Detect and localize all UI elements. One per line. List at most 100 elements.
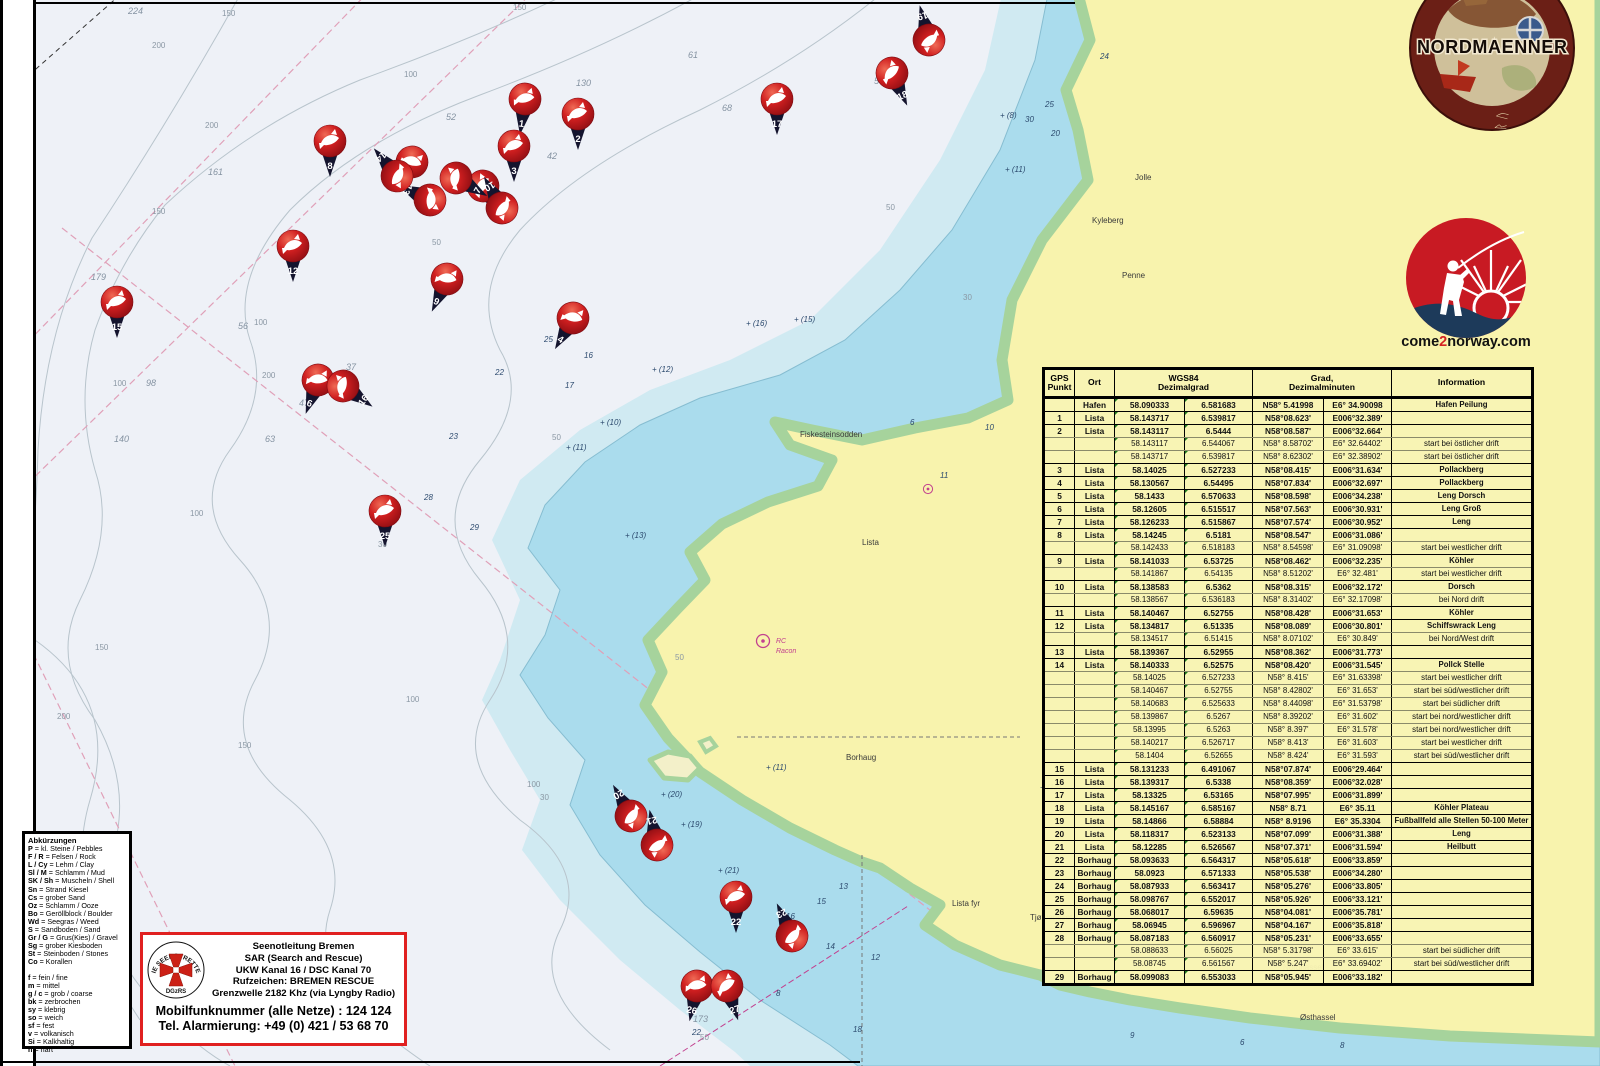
cell-p (1045, 711, 1075, 723)
svg-text:Borhaug: Borhaug (846, 753, 876, 762)
cell-info (1392, 932, 1531, 944)
cell-info: start bei westlicher drift (1421, 673, 1502, 682)
svg-text:7: 7 (472, 186, 484, 196)
svg-text:100: 100 (254, 318, 268, 327)
sar-line: SAR (Search and Rescue) (244, 952, 363, 964)
cell-d1: 58.134817 (1115, 620, 1185, 632)
cell-g1: N58° 8.9196 (1253, 815, 1324, 827)
svg-text:16: 16 (356, 393, 371, 408)
cell-d1: 58.088633 (1115, 945, 1185, 957)
cell-d2: 6.527233 (1185, 464, 1253, 476)
svg-text:27: 27 (728, 1003, 741, 1017)
cell-g2: E6° 35.11 (1324, 802, 1392, 814)
cell-info: Dorsch (1448, 582, 1475, 591)
legend-item: g / c = grob / coarse (28, 988, 93, 998)
svg-text:20: 20 (611, 787, 626, 802)
cell-d2: 6.526567 (1185, 841, 1253, 853)
cell-d1: 58.140467 (1115, 607, 1185, 619)
cell-d1: 58.14866 (1115, 815, 1185, 827)
cell-info: Pollck Stelle (1438, 660, 1485, 669)
gps-table-row: 12 Lista 58.134817 6.51335 N58°08.089' E006°3… (1045, 619, 1531, 632)
svg-text:224: 224 (127, 6, 143, 16)
svg-text:50: 50 (552, 433, 561, 442)
gps-table-row: 58.141867 6.54135 N58° 8.51202' E6° 32.481'… (1045, 567, 1531, 580)
cell-ort: Borhaug (1075, 880, 1115, 892)
gps-table-row: 58.143717 6.539817 N58° 8.62302' E6° 32.389… (1045, 450, 1531, 463)
cell-p: 15 (1045, 763, 1075, 775)
svg-text:22: 22 (691, 1028, 701, 1037)
cell-g1: N58° 8.415' (1253, 672, 1324, 684)
gps-table-row: 6 Lista 58.12605 6.515517 N58°07.563' E006°30… (1045, 502, 1531, 515)
cell-ort: Lista (1075, 841, 1115, 853)
cell-info: Leng (1452, 517, 1471, 526)
svg-text:25: 25 (380, 531, 391, 542)
cell-d1: 58.087183 (1115, 932, 1185, 944)
cell-p: 28 (1045, 932, 1075, 944)
cell-g2: E6° 32.64402' (1324, 438, 1392, 450)
svg-text:+ (15): + (15) (794, 315, 815, 324)
leading-line (659, 905, 909, 1066)
cell-g1: N58° 8.71 (1253, 802, 1324, 814)
cell-ort (1075, 737, 1115, 749)
islet (697, 735, 719, 755)
cell-g2: E006°30.931' (1324, 503, 1392, 515)
cell-d2: 6.563417 (1185, 880, 1253, 892)
cell-g2: E006°31.545' (1324, 659, 1392, 671)
cell-g2: E6° 31.603' (1324, 737, 1392, 749)
cell-g2: E006°33.655' (1324, 932, 1392, 944)
cell-p: 7 (1045, 516, 1075, 528)
gps-table-row: 9 Lista 58.141033 6.53725 N58°08.462' E006°32… (1045, 554, 1531, 567)
svg-text:23: 23 (774, 906, 788, 920)
cell-g2: E6° 32.17098' (1324, 594, 1392, 606)
svg-text:Jolle: Jolle (1135, 173, 1152, 182)
fishing-spot-marker: 17 (760, 82, 794, 135)
abbreviations-legend: Abkürzungen P = kl. Steine / Pebbles F / … (22, 831, 132, 1054)
cell-info: Leng (1452, 829, 1471, 838)
svg-text:6: 6 (910, 418, 915, 427)
cell-g2: E006°31.086' (1324, 529, 1392, 541)
svg-text:9: 9 (1130, 1031, 1135, 1040)
gps-table-row: 29 Borhaug 58.099083 6.553033 N58°05.945' E00… (1045, 970, 1531, 983)
svg-text:17: 17 (772, 119, 783, 130)
cell-d1: 58.068017 (1115, 906, 1185, 918)
cell-d2: 6.59635 (1185, 906, 1253, 918)
svg-text:63: 63 (265, 434, 275, 444)
gps-table-row: 5 Lista 58.1433 6.570633 N58°08.598' E006°34.… (1045, 489, 1531, 502)
cell-d2: 6.52575 (1185, 659, 1253, 671)
cell-d2: 6.54135 (1185, 568, 1253, 580)
cell-d1: 58.140683 (1115, 698, 1185, 710)
svg-text:14: 14 (826, 942, 835, 951)
svg-text:10: 10 (985, 423, 994, 432)
cell-info: start bei nord/westlicher drift (1412, 725, 1511, 734)
legend-item: Si = Kalkhaltig (28, 1037, 75, 1047)
cell-d2: 6.585167 (1185, 802, 1253, 814)
gps-table-row: 23 Borhaug 58.0923 6.571333 N58°05.538' E006°… (1045, 866, 1531, 879)
cell-ort: Lista (1075, 516, 1115, 528)
svg-text:150: 150 (238, 741, 252, 750)
chart-border-left-outer (0, 0, 3, 1066)
cell-g1: N58°05.276' (1253, 880, 1324, 892)
sar-line: Rufzeichen: BREMEN RESCUE (232, 976, 375, 988)
legend-item: sy = klebrig (28, 1004, 66, 1014)
svg-text:23: 23 (448, 432, 458, 441)
cell-g2: E006°31.653' (1324, 607, 1392, 619)
cell-d2: 6.515867 (1185, 516, 1253, 528)
cell-ort: Borhaug (1075, 971, 1115, 983)
svg-text:200: 200 (152, 41, 166, 50)
svg-text:50: 50 (886, 203, 895, 212)
gps-table-row: 58.138567 6.536183 N58° 8.31402' E6° 32.170… (1045, 593, 1531, 606)
viking-ship-icon (1440, 74, 1476, 92)
cell-d2: 6.564317 (1185, 854, 1253, 866)
svg-text:68: 68 (722, 103, 732, 113)
cell-d2: 6.570633 (1185, 490, 1253, 502)
cell-d1: 58.087933 (1115, 880, 1185, 892)
gps-table-row: 20 Lista 58.118317 6.523133 N58°07.099' E006°… (1045, 827, 1531, 840)
graticule-lines (737, 736, 1020, 1066)
sar-line: UKW Kanal 16 / DSC Kanal 70 (235, 964, 372, 976)
cell-g2: E6° 31.602' (1324, 711, 1392, 723)
svg-text:24: 24 (1099, 52, 1109, 61)
cell-info: Köhler (1449, 556, 1474, 565)
cell-d2: 6.596967 (1185, 919, 1253, 931)
legend-item: Co = Korallen (28, 957, 73, 967)
cell-g1: N58°04.167' (1253, 919, 1324, 931)
